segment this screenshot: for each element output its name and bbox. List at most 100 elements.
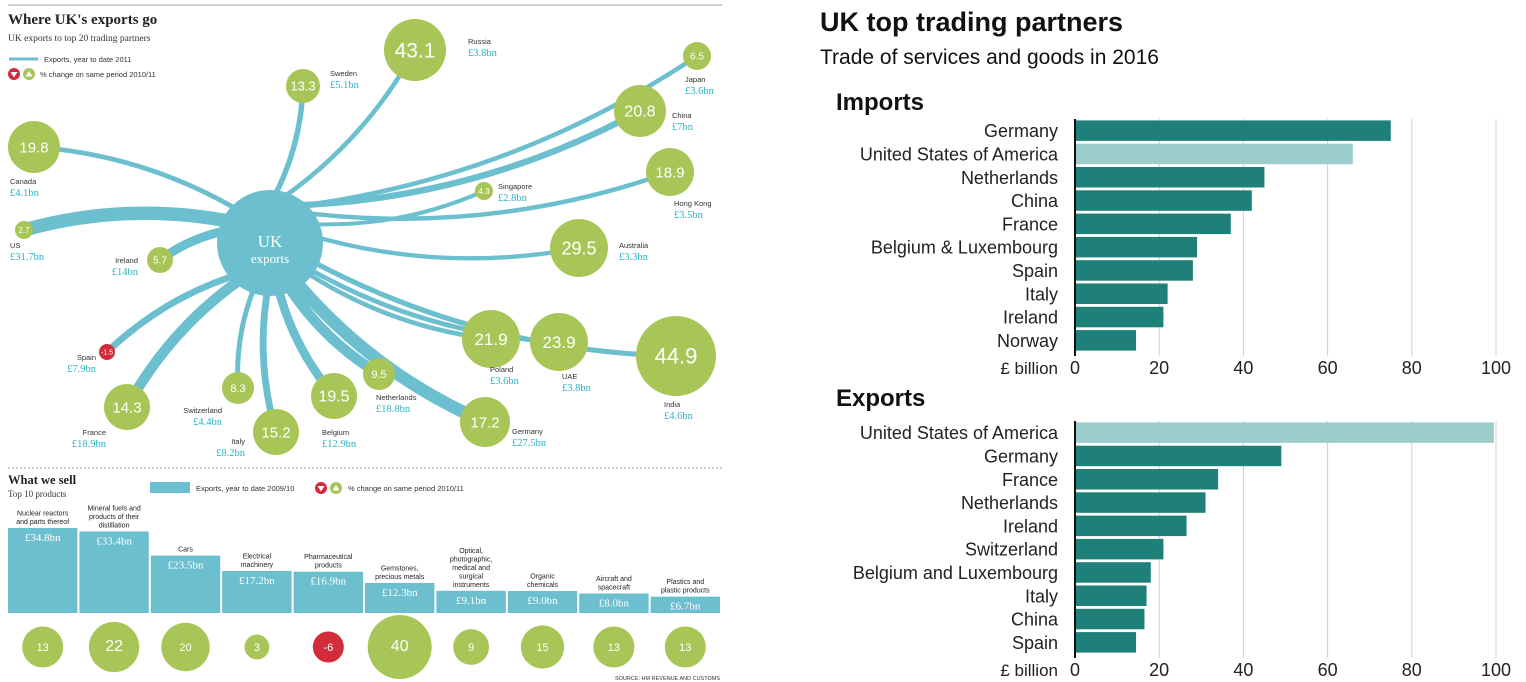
panel-2-title: Exports xyxy=(836,385,925,412)
left-subtitle: UK exports to top 20 trading partners xyxy=(8,34,151,44)
panel-2-category-ireland: Ireland xyxy=(1003,516,1058,536)
partner-value-india: £4.6bn xyxy=(664,411,694,422)
partner-value-switzerland: £4.4bn xyxy=(193,417,223,428)
panel-2-tick-100: 100 xyxy=(1481,660,1511,680)
change-label-sweden: 13.3 xyxy=(290,79,315,94)
change-label-italy: 15.2 xyxy=(261,424,290,441)
panel-1-bar-germany xyxy=(1075,120,1391,141)
panel-2-bar-france xyxy=(1075,469,1219,490)
product-change-bubble-7 xyxy=(453,629,489,665)
change-bubble-netherlands xyxy=(363,358,395,390)
spoke-us xyxy=(17,206,243,237)
partner-name-canada: Canada xyxy=(10,177,37,186)
product-name-9-line-1: Aircraft and xyxy=(596,576,632,583)
panel-1-category-china: China xyxy=(1011,191,1059,211)
panel-1-tick-60: 60 xyxy=(1318,358,1338,378)
panel-1-category-france: France xyxy=(1002,214,1058,234)
panel-2-bar-germany xyxy=(1075,445,1282,467)
spoke-singapore xyxy=(303,188,487,227)
change-bubble-france xyxy=(104,384,150,430)
partner-name-switzerland: Switzerland xyxy=(183,406,222,415)
product-name-7-line-5: instruments xyxy=(453,582,490,589)
product-name-7-line-2: photographic, xyxy=(450,556,492,563)
change-bubble-india xyxy=(636,316,716,396)
product-bar-2 xyxy=(79,531,149,613)
product-name-5-line-1: Pharmaceutical xyxy=(304,554,353,561)
product-bar-1 xyxy=(8,528,78,613)
partner-value-hong-kong: £3.5bn xyxy=(674,210,704,221)
product-change-bubble-5 xyxy=(312,631,344,663)
change-label-uae: 23.9 xyxy=(542,333,575,352)
change-label-russia: 43.1 xyxy=(395,39,436,62)
partner-name-japan: Japan xyxy=(685,75,705,84)
product-change-label-9: 13 xyxy=(608,642,620,654)
partner-name-us: US xyxy=(10,241,20,250)
change-bubble-sweden xyxy=(286,69,320,103)
panel-2-bar-italy xyxy=(1075,585,1147,606)
sell-subtitle: Top 10 products xyxy=(8,489,67,499)
change-bubble-singapore xyxy=(475,182,493,200)
panel-2-bar-netherlands xyxy=(1075,492,1206,513)
spoke-hong-kong xyxy=(292,169,673,221)
change-label-australia: 29.5 xyxy=(561,238,596,258)
partner-value-canada: £4.1bn xyxy=(10,188,40,199)
partner-name-germany: Germany xyxy=(512,427,543,436)
product-change-bubble-6 xyxy=(367,615,432,679)
partner-value-belgium: £12.9bn xyxy=(322,439,357,450)
partner-value-ireland: £14bn xyxy=(112,267,139,278)
panel-1-category-italy: Italy xyxy=(1025,284,1058,304)
product-bar-9 xyxy=(579,593,649,613)
panel-2-bar-spain xyxy=(1075,632,1137,653)
product-name-2-line-1: Mineral fuels and xyxy=(87,505,140,512)
product-change-bubble-10 xyxy=(664,626,706,668)
change-bubble-poland xyxy=(462,310,520,368)
panel-1-category-norway: Norway xyxy=(997,331,1058,351)
product-name-5-line-2: products xyxy=(315,563,342,570)
product-bar-7 xyxy=(436,590,506,613)
product-change-label-2: 22 xyxy=(105,638,123,655)
partner-value-spain: £7.9bn xyxy=(67,364,97,375)
change-label-netherlands: 9.5 xyxy=(371,369,386,381)
panel-1-title: Imports xyxy=(836,89,924,116)
legend-line-label: Exports, year to date 2011 xyxy=(44,55,131,64)
panel-1-category-germany: Germany xyxy=(984,121,1058,141)
legend-change-label: % change on same period 2010/11 xyxy=(40,70,156,79)
right-title: UK top trading partners xyxy=(820,7,1123,37)
product-change-label-4: 3 xyxy=(254,642,260,654)
product-bar-8 xyxy=(507,591,578,613)
partner-value-singapore: £2.8bn xyxy=(498,193,528,204)
product-name-2-line-2: products of their xyxy=(89,514,140,521)
up-triangle-icon xyxy=(332,485,340,491)
change-bubble-canada xyxy=(8,121,60,173)
partner-name-france: France xyxy=(83,428,106,437)
partner-value-sweden: £5.1bn xyxy=(330,80,360,91)
product-name-9-line-2: spacecraft xyxy=(598,584,630,591)
panel-2-category-china: China xyxy=(1011,610,1059,630)
sell-legend-bar-label: Exports, year to date 2009/10 xyxy=(196,484,294,493)
change-label-germany: 17.2 xyxy=(470,414,499,431)
product-name-2-line-3: distillation xyxy=(99,522,130,529)
panel-1-category-belgium-luxembourg: Belgium & Luxembourg xyxy=(871,238,1058,258)
change-label-us: 2.7 xyxy=(18,226,30,235)
product-name-8-line-2: chemicals xyxy=(527,582,559,589)
panel-2-category-spain: Spain xyxy=(1012,633,1058,653)
panel-2-tick-0: 0 xyxy=(1070,660,1080,680)
panel-2-tick-80: 80 xyxy=(1402,660,1422,680)
product-value-10: £6.7bn xyxy=(670,601,701,613)
partner-name-singapore: Singapore xyxy=(498,182,532,191)
panel-2-xlabel: £ billion xyxy=(1000,661,1058,680)
product-value-6: £12.3bn xyxy=(382,587,418,599)
spoke-china xyxy=(281,107,644,209)
product-value-7: £9.1bn xyxy=(456,595,487,607)
product-bar-4 xyxy=(222,570,292,613)
product-name-7-line-4: surgical xyxy=(459,573,484,580)
partner-value-germany: £27.5bn xyxy=(512,438,547,449)
panel-2-tick-60: 60 xyxy=(1318,660,1338,680)
change-label-japan: 6.5 xyxy=(690,52,704,63)
panel-2-category-italy: Italy xyxy=(1025,586,1058,606)
partner-name-ireland: Ireland xyxy=(115,256,138,265)
product-value-4: £17.2bn xyxy=(239,575,275,587)
change-bubble-hong-kong xyxy=(646,148,694,196)
panel-1-tick-80: 80 xyxy=(1402,358,1422,378)
